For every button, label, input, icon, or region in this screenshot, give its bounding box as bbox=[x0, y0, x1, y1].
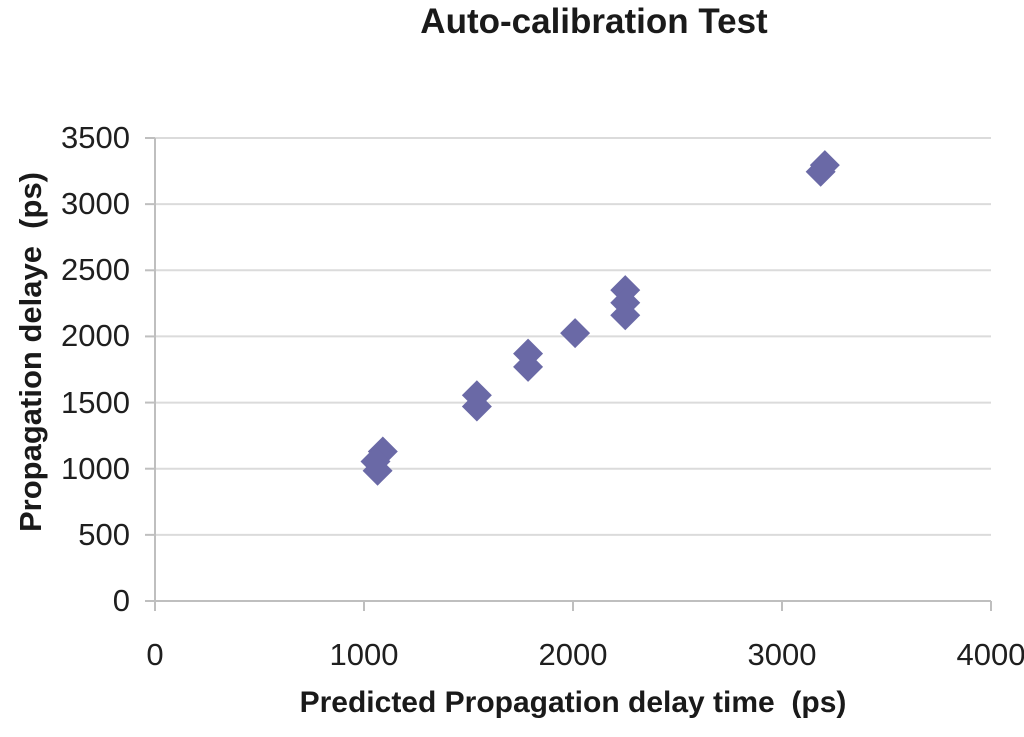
y-tick-label: 3000 bbox=[61, 186, 130, 222]
y-tick-label: 2000 bbox=[61, 318, 130, 354]
y-tick-label: 2500 bbox=[61, 252, 130, 288]
x-axis-title: Predicted Propagation delay time (ps) bbox=[299, 686, 847, 719]
y-tick-label: 3500 bbox=[61, 120, 130, 155]
y-tick-label: 500 bbox=[78, 516, 130, 552]
x-tick-label: 3000 bbox=[747, 637, 817, 672]
data-point bbox=[610, 300, 641, 331]
x-tick-label: 2000 bbox=[538, 637, 608, 672]
y-tick-label: 1000 bbox=[61, 450, 130, 486]
data-point bbox=[461, 391, 492, 422]
data-point bbox=[362, 455, 393, 486]
x-tick-label: 4000 bbox=[956, 637, 1024, 672]
y-tick-label: 0 bbox=[112, 583, 130, 618]
y-tick-label: 1500 bbox=[61, 384, 130, 420]
x-tick-label: 1000 bbox=[329, 637, 399, 672]
chart-title: Auto-calibration Test bbox=[420, 2, 768, 41]
data-point bbox=[805, 156, 836, 187]
x-tick-label: 0 bbox=[146, 637, 164, 672]
data-point bbox=[560, 318, 591, 349]
data-point bbox=[513, 351, 544, 382]
